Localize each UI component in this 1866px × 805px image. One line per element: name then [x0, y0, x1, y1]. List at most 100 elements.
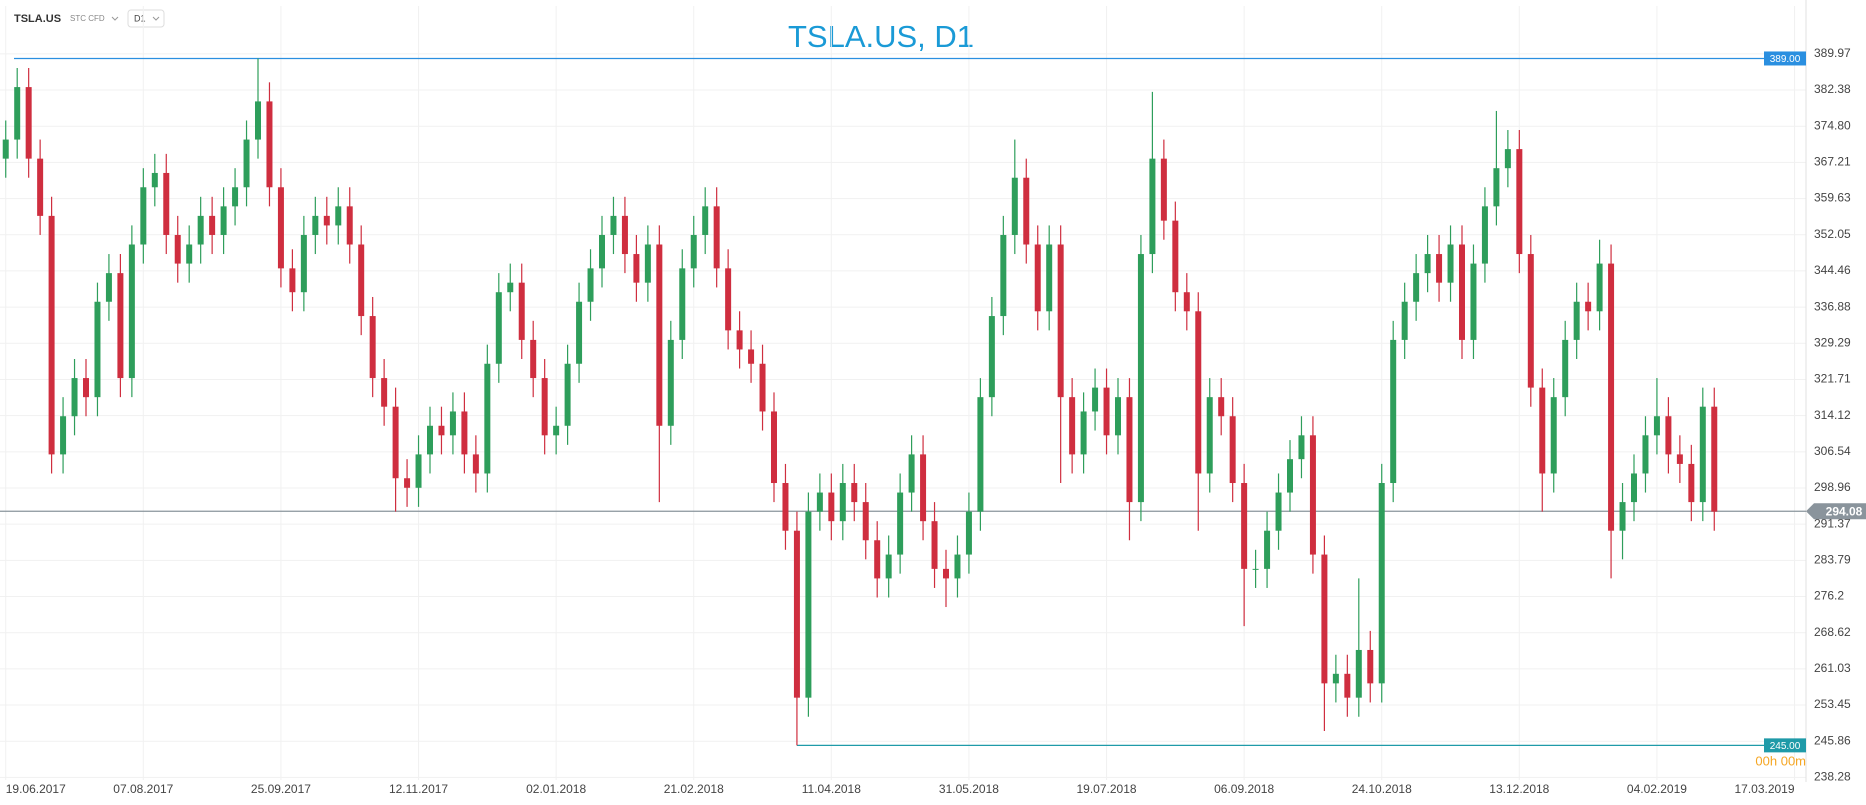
y-tick-label: 245.86 [1814, 733, 1851, 747]
candle-body [507, 282, 514, 293]
candle-body [449, 411, 456, 436]
candle-body [1699, 406, 1706, 503]
candle-body [736, 330, 743, 350]
x-tick-label: 31.05.2018 [939, 782, 999, 796]
timeframe: D1 [134, 13, 146, 23]
candle-body [1596, 263, 1603, 312]
x-tick-label: 24.10.2018 [1352, 782, 1412, 796]
candle-body [1298, 435, 1305, 460]
candle-body [232, 187, 239, 207]
dropdown-arrow[interactable] [111, 16, 119, 21]
y-tick-label: 329.29 [1814, 335, 1851, 349]
candle-body [1676, 454, 1683, 464]
candle-body [1481, 206, 1488, 264]
candle-body [897, 492, 904, 555]
candle-body [1287, 459, 1293, 493]
candle-body [2, 139, 9, 159]
y-tick-label: 336.88 [1814, 299, 1851, 313]
y-tick-label: 314.12 [1814, 408, 1851, 422]
y-tick-label: 306.54 [1814, 444, 1851, 458]
candle-body [702, 206, 709, 235]
candle-body [644, 244, 651, 283]
level-label: 389.00 [1770, 54, 1801, 65]
candle-body [1195, 311, 1202, 474]
y-tick-label: 359.63 [1814, 191, 1851, 205]
y-tick-label: 374.80 [1814, 118, 1851, 132]
x-tick-label: 02.01.2018 [526, 782, 586, 796]
candle-body [943, 568, 949, 579]
candle-body [759, 363, 766, 412]
candle-body [427, 425, 433, 455]
candle-body [1023, 177, 1030, 245]
y-tick-label: 382.38 [1814, 82, 1851, 96]
candle-body [839, 483, 846, 522]
candle-body [346, 206, 353, 245]
chart-title: TSLA.US, D1 [788, 19, 974, 54]
candle-body [1413, 273, 1420, 302]
candle-body [312, 215, 319, 235]
candle-body [1332, 673, 1339, 684]
candle-body [988, 316, 995, 398]
candle-body [633, 254, 640, 283]
x-tick-label: 07.08.2017 [113, 782, 173, 796]
current-price-tag [1806, 503, 1866, 520]
current-price-label: 294.08 [1826, 504, 1863, 518]
candle-body [1252, 568, 1259, 570]
candle-body [358, 244, 365, 317]
candle-body [1390, 339, 1397, 484]
candle-body [14, 87, 21, 140]
x-tick-label: 17.03.2019 [1734, 782, 1794, 796]
candle-body [564, 363, 571, 426]
y-tick-label: 253.45 [1814, 697, 1851, 711]
timeframe-select[interactable] [127, 9, 165, 28]
candle-body [1172, 220, 1179, 293]
candle-body [289, 268, 296, 293]
candle-body [220, 206, 227, 235]
candle-body [255, 101, 261, 140]
candle-body [151, 172, 158, 188]
candle-body [335, 206, 342, 226]
candle-body [484, 363, 491, 474]
candle-body [748, 349, 755, 364]
candle-body [1206, 397, 1213, 474]
candle-body [679, 268, 686, 340]
candle-body [1011, 177, 1018, 235]
candle-body [1527, 254, 1534, 388]
candle-body [667, 339, 674, 426]
candle-body [1459, 244, 1465, 340]
candle-body [599, 234, 605, 269]
x-tick-label: 19.07.2018 [1077, 782, 1137, 796]
candle-body [793, 530, 800, 698]
candle-body [1401, 301, 1408, 340]
candle-body [1642, 435, 1649, 474]
candle-body [300, 234, 307, 293]
candle-body [1585, 301, 1592, 312]
y-tick-label: 321.71 [1814, 372, 1851, 386]
candle-body [48, 215, 55, 455]
candle-body [713, 206, 720, 269]
candle-body [1241, 483, 1248, 569]
candle-body [1183, 292, 1190, 312]
candle-body [37, 158, 44, 216]
candle-body [392, 406, 399, 479]
candle-body [1653, 416, 1660, 436]
y-tick-label: 389.97 [1814, 46, 1851, 60]
candle-body [186, 244, 193, 264]
level-label-box [1764, 51, 1806, 66]
candle-body [518, 282, 525, 340]
candle-body [541, 378, 548, 436]
candle-body [60, 416, 67, 455]
candle-body [1355, 649, 1362, 698]
candle-body [461, 411, 468, 455]
x-tick-label: 13.12.2018 [1489, 782, 1549, 796]
x-tick-label: 21.02.2018 [664, 782, 724, 796]
level-label-box [1764, 738, 1806, 753]
candle-body [1103, 387, 1110, 436]
candle-body [1539, 387, 1546, 474]
instrument: STC CFD [70, 14, 105, 23]
candle-body [71, 378, 78, 417]
timer: 00h 00m [1755, 753, 1806, 768]
candle-body [1631, 473, 1637, 503]
candle-body [1436, 254, 1443, 283]
